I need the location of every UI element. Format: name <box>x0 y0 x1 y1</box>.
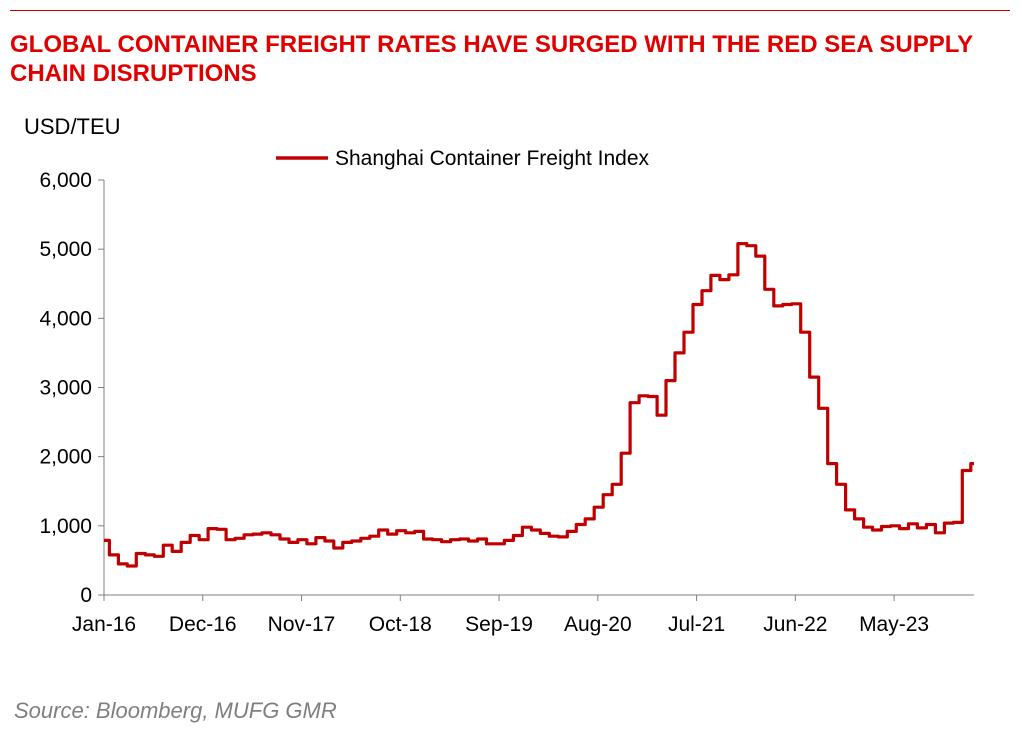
x-tick-label: Sep-19 <box>465 613 533 636</box>
x-tick-label: Jun-22 <box>763 613 827 636</box>
legend-label: Shanghai Container Freight Index <box>335 147 650 170</box>
series-line-scfi <box>104 242 974 568</box>
x-tick-label: Nov-17 <box>268 613 336 636</box>
x-tick-label: Jan-16 <box>72 613 136 636</box>
x-tick-label: Aug-20 <box>564 613 632 636</box>
y-tick-label: 3,000 <box>39 377 92 400</box>
x-tick-label: Oct-18 <box>369 613 432 636</box>
y-tick-label: 2,000 <box>39 446 92 469</box>
source-note: Source: Bloomberg, MUFG GMR <box>14 698 337 723</box>
top-rule <box>10 10 1010 11</box>
chart-title: GLOBAL CONTAINER FREIGHT RATES HAVE SURG… <box>10 31 973 87</box>
y-tick-label: 1,000 <box>39 515 92 538</box>
y-tick-label: 0 <box>80 584 92 607</box>
x-tick-label: Dec-16 <box>169 613 237 636</box>
y-tick-label: 6,000 <box>39 169 92 192</box>
x-tick-label: Jul-21 <box>668 613 725 636</box>
y-axis-label: USD/TEU <box>24 114 121 139</box>
y-tick-label: 4,000 <box>39 307 92 330</box>
y-tick-label: 5,000 <box>39 238 92 261</box>
x-tick-label: May-23 <box>859 613 929 636</box>
